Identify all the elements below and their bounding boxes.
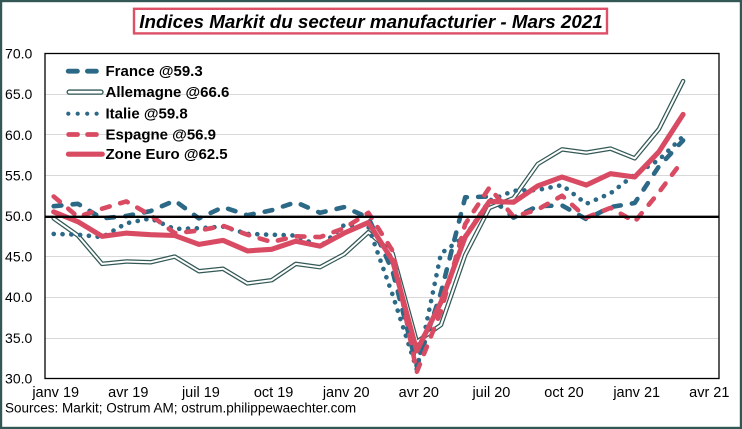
svg-text:avr 20: avr 20 [399,385,439,401]
svg-text:50.0: 50.0 [5,208,32,224]
svg-text:France @59.3: France @59.3 [106,63,203,80]
svg-text:Indices Markit du secteur manu: Indices Markit du secteur manufacturier … [139,11,602,32]
svg-text:Espagne @56.9: Espagne @56.9 [106,126,217,143]
svg-text:45.0: 45.0 [5,249,32,265]
svg-text:Zone Euro @62.5: Zone Euro @62.5 [106,146,228,163]
svg-text:65.0: 65.0 [5,86,32,102]
svg-text:juil 19: juil 19 [181,385,220,401]
svg-text:Italie @59.8: Italie @59.8 [106,106,188,123]
svg-text:oct 20: oct 20 [544,385,584,401]
svg-text:Sources: Markit; Ostrum AM; os: Sources: Markit; Ostrum AM; ostrum.phili… [5,401,356,416]
svg-text:janv 20: janv 20 [322,385,370,401]
svg-text:35.0: 35.0 [5,330,32,346]
svg-text:avr 21: avr 21 [689,385,729,401]
svg-text:Allemagne @66.6: Allemagne @66.6 [106,84,230,101]
svg-text:70.0: 70.0 [5,46,32,62]
svg-text:juil 20: juil 20 [471,385,510,401]
svg-text:oct 19: oct 19 [254,385,294,401]
svg-text:janv 19: janv 19 [31,385,79,401]
svg-text:avr 19: avr 19 [108,385,148,401]
svg-text:30.0: 30.0 [5,371,32,387]
svg-text:40.0: 40.0 [5,289,32,305]
svg-text:55.0: 55.0 [5,167,32,183]
svg-text:janv 21: janv 21 [612,385,660,401]
svg-text:60.0: 60.0 [5,127,32,143]
